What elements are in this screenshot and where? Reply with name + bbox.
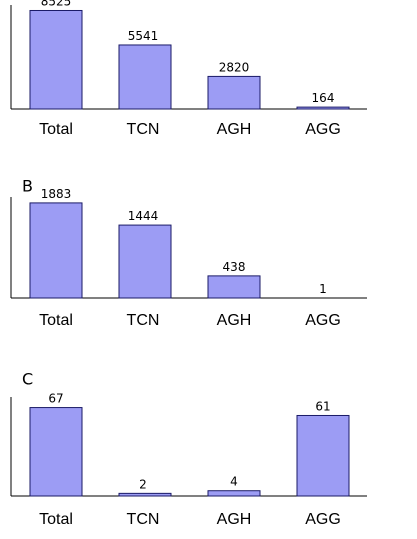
bar-agh	[207, 490, 261, 497]
panel-label: B	[22, 177, 33, 196]
bar-total	[29, 202, 83, 299]
data-label: 4	[230, 475, 238, 489]
data-label: 438	[223, 260, 246, 274]
bar-agg	[296, 414, 350, 497]
data-label: 1444	[128, 209, 159, 223]
category-label: TCN	[127, 511, 160, 528]
data-label: 5541	[128, 29, 159, 43]
category-label: Total	[39, 121, 73, 138]
category-label: TCN	[127, 312, 160, 329]
data-label: 164	[312, 91, 335, 105]
panel-label: C	[22, 370, 33, 389]
category-label: AGG	[305, 312, 341, 329]
data-label: 1	[319, 282, 327, 296]
bar-total	[29, 407, 83, 497]
data-label: 61	[315, 399, 330, 413]
data-label: 1883	[41, 187, 72, 201]
bar-agh	[207, 75, 261, 110]
bar-tcn	[118, 224, 172, 299]
data-label: 2	[139, 477, 147, 491]
category-label: AGH	[217, 121, 252, 138]
category-label: AGH	[217, 312, 252, 329]
bar-tcn	[118, 44, 172, 110]
data-label: 8525	[41, 0, 72, 8]
category-label: AGH	[217, 511, 252, 528]
category-label: Total	[39, 312, 73, 329]
bar-agg	[296, 106, 350, 110]
bar-agh	[207, 275, 261, 299]
bar-total	[29, 9, 83, 110]
category-label: AGG	[305, 121, 341, 138]
data-label: 67	[48, 392, 63, 406]
category-label: TCN	[127, 121, 160, 138]
bar-chart-panel: B 1883 Total 1444 TCN 438 AGH 1 AGG	[10, 177, 367, 329]
bar-chart-panel: 8525 Total 5541 TCN 2820 AGH 164 AGG	[10, 0, 367, 138]
data-label: 2820	[219, 60, 250, 74]
bar-chart-panel: C 67 Total 2 TCN 4 AGH 61 AGG	[10, 370, 367, 528]
bar-tcn	[118, 492, 172, 497]
category-label: AGG	[305, 511, 341, 528]
category-label: Total	[39, 511, 73, 528]
